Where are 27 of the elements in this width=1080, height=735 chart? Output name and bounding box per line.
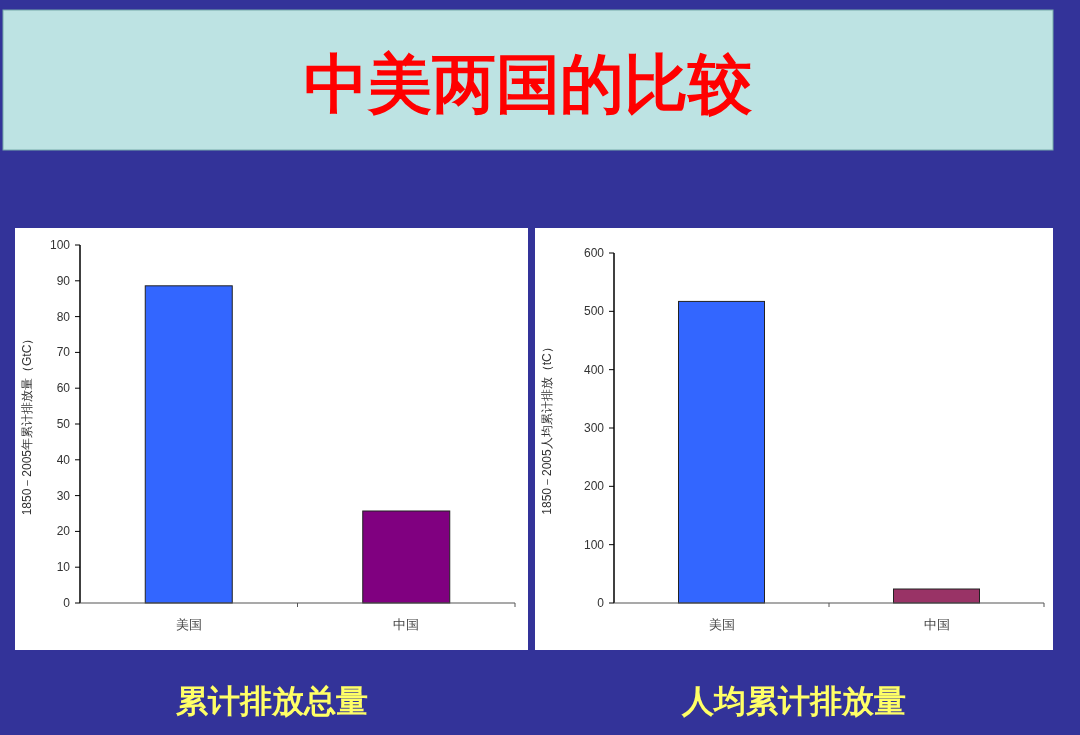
x-tick-label: 美国 bbox=[708, 617, 735, 632]
y-tick-label: 300 bbox=[583, 421, 605, 435]
text: 累计排放总量 bbox=[175, 683, 368, 719]
x-tick-label: 中国 bbox=[923, 617, 950, 632]
y-axis-title: 1850－2005年累计排放量（GtC） bbox=[20, 332, 34, 516]
y-tick-label: 200 bbox=[583, 479, 605, 494]
y-tick-label: 0 bbox=[597, 596, 605, 610]
y-tick-label: 50 bbox=[56, 417, 71, 431]
x-tick-label: 中国 bbox=[393, 617, 420, 632]
y-tick-label: 70 bbox=[56, 345, 71, 360]
y-tick-label: 10 bbox=[56, 560, 71, 575]
y-tick-label: 100 bbox=[49, 238, 71, 252]
y-axis-title: 1850－2005人均累计排放（tC） bbox=[540, 341, 554, 515]
y-tick-label: 90 bbox=[56, 273, 71, 288]
y-tick-label: 60 bbox=[56, 381, 71, 396]
y-tick-label: 100 bbox=[583, 537, 605, 552]
y-tick-label: 20 bbox=[56, 524, 71, 539]
y-tick-label: 30 bbox=[56, 488, 71, 503]
y-tick-label: 80 bbox=[56, 309, 71, 324]
y-tick-label: 500 bbox=[583, 304, 605, 319]
y-tick-label: 400 bbox=[583, 362, 605, 377]
y-tick-label: 40 bbox=[56, 452, 71, 467]
x-tick-label: 美国 bbox=[175, 617, 202, 632]
text: 人均累计排放量 bbox=[681, 683, 906, 719]
text: 中美两国的比较 bbox=[304, 48, 753, 120]
y-tick-label: 600 bbox=[583, 246, 605, 260]
y-tick-label: 0 bbox=[63, 596, 71, 610]
